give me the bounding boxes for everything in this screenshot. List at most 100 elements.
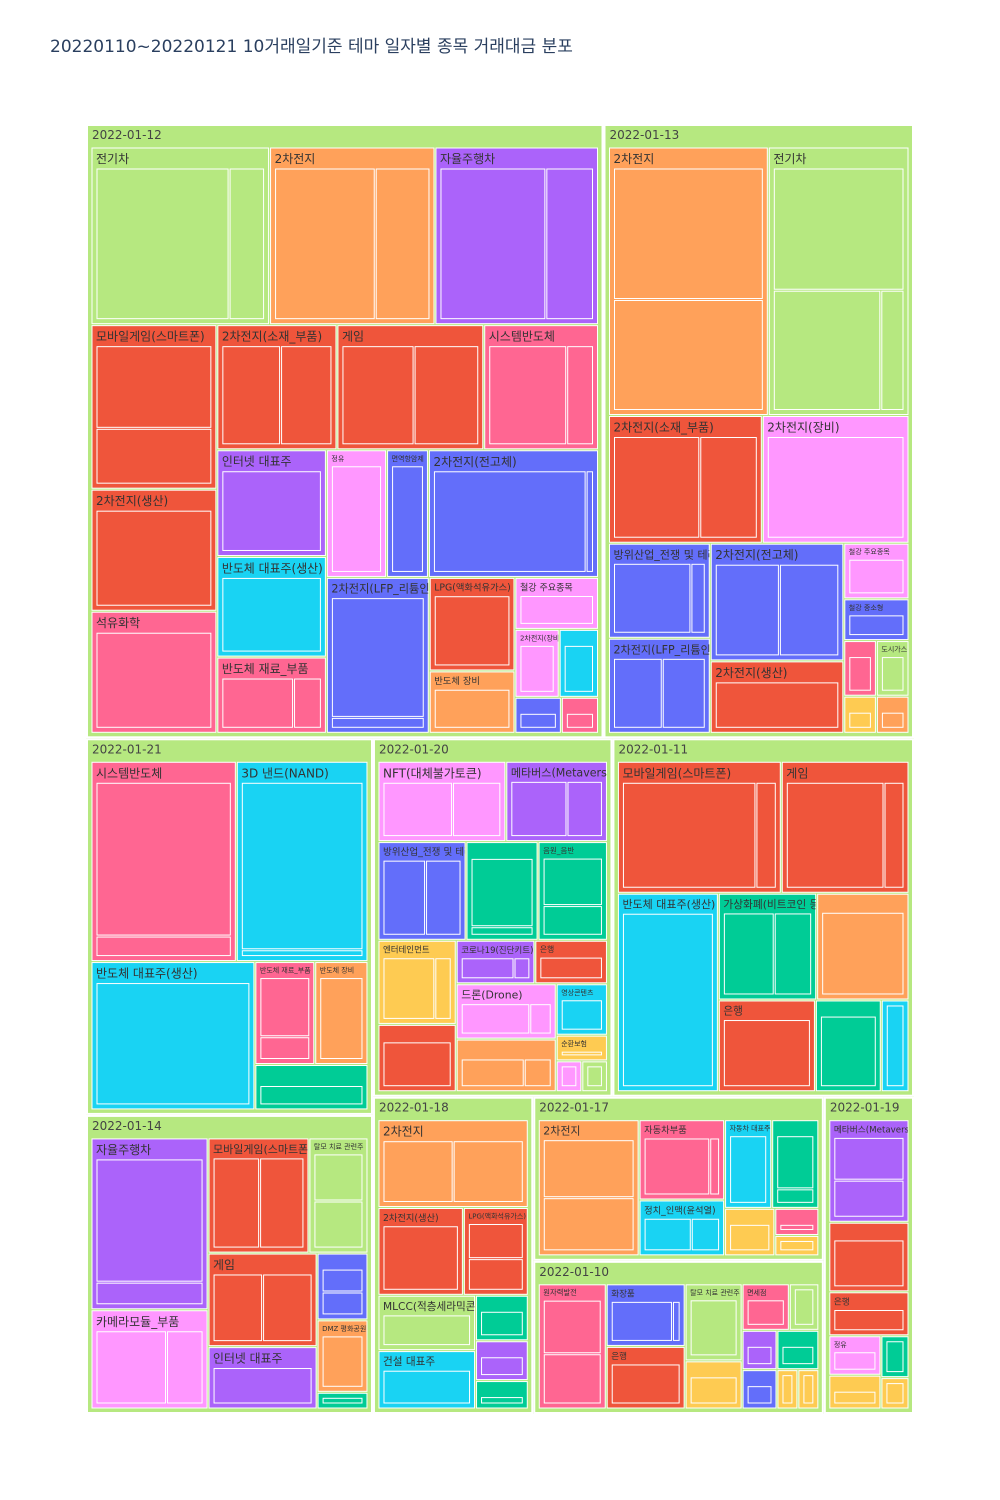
- market-tile[interactable]: [786, 782, 884, 888]
- market-tile[interactable]: [435, 958, 451, 1019]
- market-tile[interactable]: [884, 782, 904, 888]
- market-tile[interactable]: [314, 1154, 363, 1201]
- market-tile[interactable]: [331, 717, 424, 728]
- market-tile[interactable]: [614, 437, 700, 538]
- market-tile[interactable]: [294, 678, 321, 728]
- market-tile[interactable]: [260, 978, 310, 1037]
- market-tile[interactable]: [96, 936, 231, 957]
- market-tile[interactable]: [440, 168, 546, 320]
- market-tile[interactable]: [803, 1375, 814, 1404]
- market-tile[interactable]: [767, 437, 904, 538]
- market-tile[interactable]: [96, 428, 212, 484]
- market-tile[interactable]: [471, 858, 533, 927]
- market-tile[interactable]: [691, 1218, 720, 1251]
- market-tile[interactable]: [434, 596, 510, 666]
- market-tile[interactable]: [730, 1224, 770, 1251]
- market-tile[interactable]: [561, 1066, 577, 1087]
- market-tile[interactable]: [567, 781, 602, 837]
- market-tile[interactable]: [331, 466, 382, 572]
- market-tile[interactable]: [514, 958, 530, 979]
- market-tile[interactable]: [690, 1300, 737, 1356]
- market-tile[interactable]: [566, 713, 594, 728]
- market-tile[interactable]: [96, 346, 212, 428]
- market-tile[interactable]: [834, 1310, 904, 1331]
- market-tile[interactable]: [622, 913, 713, 1087]
- market-tile[interactable]: [780, 1224, 814, 1230]
- market-tile[interactable]: [614, 658, 662, 728]
- market-tile[interactable]: [567, 346, 593, 445]
- market-tile[interactable]: [96, 782, 231, 936]
- market-tile[interactable]: [747, 1300, 784, 1325]
- market-tile[interactable]: [672, 1301, 680, 1341]
- market-tile[interactable]: [452, 782, 501, 837]
- market-tile[interactable]: [322, 1336, 363, 1387]
- market-tile[interactable]: [834, 1240, 904, 1287]
- market-tile[interactable]: [520, 645, 554, 692]
- market-tile[interactable]: [322, 1397, 363, 1404]
- market-tile[interactable]: [222, 678, 294, 728]
- market-tile[interactable]: [383, 1042, 451, 1087]
- market-tile[interactable]: [530, 1004, 551, 1034]
- market-tile[interactable]: [342, 346, 414, 445]
- market-tile[interactable]: [383, 1141, 453, 1202]
- market-tile[interactable]: [822, 912, 904, 995]
- market-tile[interactable]: [849, 559, 904, 594]
- market-tile[interactable]: [481, 1311, 523, 1336]
- market-tile[interactable]: [260, 1085, 363, 1105]
- market-tile[interactable]: [241, 950, 363, 957]
- market-tile[interactable]: [433, 471, 586, 572]
- market-tile[interactable]: [383, 1226, 458, 1290]
- market-tile[interactable]: [281, 346, 332, 445]
- market-tile[interactable]: [383, 1370, 471, 1404]
- market-tile[interactable]: [213, 1368, 312, 1404]
- market-tile[interactable]: [96, 983, 250, 1105]
- market-tile[interactable]: [849, 712, 871, 728]
- market-tile[interactable]: [782, 1375, 793, 1404]
- market-tile[interactable]: [383, 1315, 471, 1346]
- market-tile[interactable]: [275, 168, 375, 320]
- market-tile[interactable]: [747, 1346, 772, 1365]
- market-tile[interactable]: [710, 1138, 720, 1195]
- market-tile[interactable]: [886, 1383, 904, 1404]
- market-tile[interactable]: [777, 1189, 814, 1203]
- market-tile[interactable]: [700, 437, 757, 538]
- market-tile[interactable]: [481, 1357, 523, 1376]
- market-tile[interactable]: [96, 1159, 203, 1282]
- market-tile[interactable]: [543, 1198, 634, 1251]
- market-tile[interactable]: [543, 1354, 601, 1404]
- market-tile[interactable]: [322, 1292, 363, 1315]
- market-tile[interactable]: [622, 782, 756, 888]
- market-tile[interactable]: [723, 913, 774, 995]
- market-tile[interactable]: [96, 632, 212, 728]
- market-tile[interactable]: [691, 563, 705, 633]
- market-tile[interactable]: [543, 1300, 601, 1354]
- market-tile[interactable]: [834, 1180, 904, 1217]
- market-tile[interactable]: [461, 958, 514, 979]
- market-tile[interactable]: [756, 782, 776, 888]
- market-tile[interactable]: [586, 471, 593, 572]
- market-tile[interactable]: [167, 1331, 203, 1404]
- market-tile[interactable]: [222, 471, 321, 551]
- market-tile[interactable]: [96, 1282, 203, 1305]
- market-tile[interactable]: [611, 1364, 680, 1404]
- market-tile[interactable]: [779, 564, 839, 656]
- market-tile[interactable]: [213, 1274, 263, 1342]
- market-tile[interactable]: [820, 1016, 876, 1087]
- market-tile[interactable]: [383, 782, 452, 837]
- market-tile[interactable]: [561, 1051, 602, 1056]
- market-tile[interactable]: [780, 1240, 814, 1251]
- market-tile[interactable]: [690, 1377, 737, 1404]
- market-tile[interactable]: [834, 1352, 876, 1370]
- market-tile[interactable]: [881, 712, 904, 728]
- market-tile[interactable]: [849, 615, 904, 636]
- market-tile[interactable]: [881, 657, 904, 691]
- market-tile[interactable]: [392, 466, 423, 572]
- market-tile[interactable]: [587, 1066, 602, 1087]
- market-tile[interactable]: [383, 958, 435, 1019]
- market-tile[interactable]: [260, 1037, 310, 1059]
- market-tile[interactable]: [453, 1141, 523, 1202]
- market-tile[interactable]: [540, 957, 602, 979]
- market-tile[interactable]: [471, 927, 533, 935]
- theme-tile[interactable]: [476, 1381, 528, 1409]
- market-tile[interactable]: [794, 1289, 814, 1325]
